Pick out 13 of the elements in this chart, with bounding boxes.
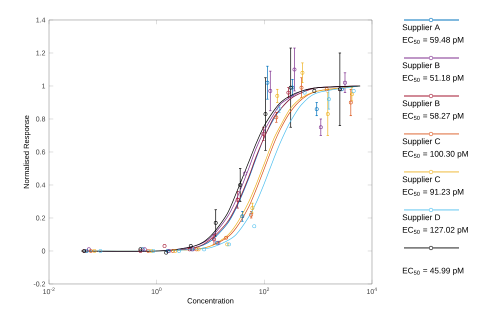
legend-label: Supplier B bbox=[402, 100, 440, 108]
text: EC$_{50}$ = 91.23 pM bbox=[402, 188, 464, 196]
legend-label: Supplier D bbox=[402, 214, 440, 222]
text: EC$_{50}$ = 45.99 pM bbox=[402, 268, 464, 276]
text: EC$_{50}$ = 100.30 pM bbox=[402, 150, 468, 158]
legend-label: Supplier A bbox=[402, 24, 440, 32]
legend-label: Supplier C bbox=[402, 138, 440, 146]
text: EC$_{50}$ = 51.18 pM bbox=[402, 74, 464, 82]
legend-label: Supplier C bbox=[402, 176, 440, 184]
text: EC$_{50}$ = 127.02 pM bbox=[402, 226, 468, 234]
legend-label: Supplier B bbox=[402, 62, 440, 70]
text: EC$_{50}$ = 58.27 pM bbox=[402, 112, 464, 120]
text: EC$_{50}$ = 59.48 pM bbox=[402, 36, 464, 44]
